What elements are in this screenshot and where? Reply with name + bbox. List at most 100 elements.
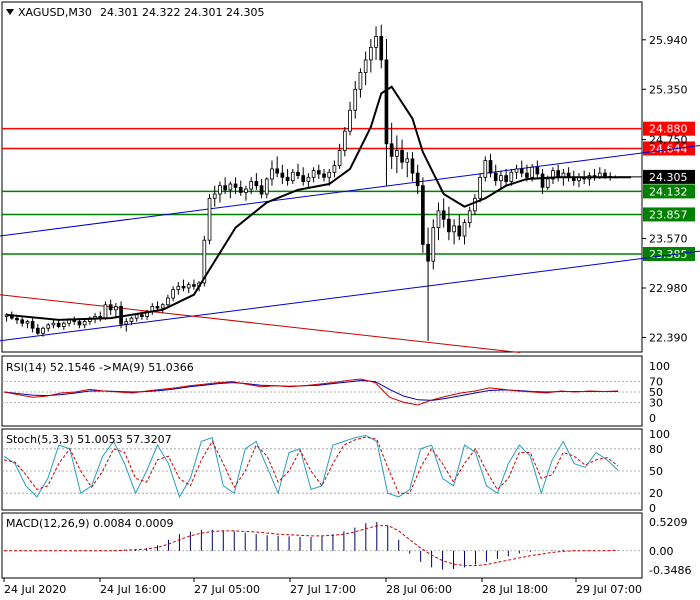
candle-body [103,304,108,319]
candle-body [415,172,420,187]
candle-body [290,171,295,182]
candle-body [306,176,311,182]
candle-body [296,171,300,177]
candle-body [202,239,207,284]
x-tick-label: 28 Jul 18:00 [482,583,548,596]
candle-body [395,150,399,157]
candle-body [238,186,243,193]
candle-body [358,72,363,90]
macd-label: MACD(12,26,9) 0.0084 0.0009 [6,517,174,530]
candle-body [436,210,441,229]
candle-body [488,160,493,174]
level-label-box [643,247,695,262]
candle-body [473,197,477,212]
osc-tick-label: 100 [649,360,670,373]
x-tick-label: 27 Jul 05:00 [194,583,260,596]
candle-body [108,304,113,311]
level-label: 23.857 [649,208,688,221]
x-tick-label: 27 Jul 17:00 [290,583,356,596]
macd-tick-label: 0.00 [649,545,674,558]
stoch-panel-frame [1,428,643,511]
candle-body [452,225,456,233]
osc-tick-label: 20 [649,487,663,500]
current-price-box [643,169,695,184]
candle-body [462,222,467,237]
candle-body [348,109,352,132]
x-tick-label: 28 Jul 06:00 [386,583,452,596]
moving-average: 24.305 [6,85,695,321]
candle-body [426,243,430,262]
y-tick-label: 22.390 [649,331,688,344]
osc-tick-label: 50 [649,386,663,399]
candle-body [233,183,238,188]
level-label-box [643,184,695,199]
candle-body [545,178,550,188]
candle-body [332,165,337,173]
candle-body [171,289,175,299]
candle-body [15,317,19,321]
collapse-triangle-icon[interactable] [6,9,14,15]
candle-body [124,321,129,325]
candle-body [249,181,253,190]
candle-body [41,327,45,334]
candle-body [285,176,290,182]
candle-body [327,171,332,178]
candle-body [369,46,373,61]
rsi-label: RSI(14) 52.1546 ->MA(9) 51.0366 [6,361,194,374]
candle-body [384,59,389,145]
x-tick-label: 24 Jul 2020 [4,583,66,596]
ma-line [6,85,632,321]
osc-tick-label: 50 [649,465,663,478]
candle-body [114,306,118,311]
candle-body [535,166,540,175]
candle-body [478,176,482,199]
current-price-label: 24.305 [649,171,688,184]
horizontal-levels: 24.880 24.644 24.132 23.857 23.385 [2,121,695,262]
candle-body [62,322,66,327]
macd-tick-label: -0.3486 [649,564,691,577]
candle-body [504,175,508,182]
candle-body [363,59,368,73]
osc-tick-label: 0 [649,412,656,425]
candle-body [311,170,316,178]
candle-body [556,170,560,178]
y-tick-label: 25.940 [649,34,688,47]
candle-body [603,172,607,177]
trendlines [0,144,700,354]
candle-body [421,185,425,245]
y-tick-label: 24.750 [649,134,688,147]
candle-body [499,175,503,182]
candle-body [275,168,280,174]
candle-body [410,158,415,174]
candle-body [519,168,524,174]
macd-panel: 0.5209 0.00 -0.3486 [2,516,691,577]
x-tick-label: 29 Jul 07:00 [576,583,642,596]
osc-tick-label: 70 [649,376,663,389]
candles [4,24,618,341]
macd-signal-line [4,524,619,567]
candle-body [389,143,394,157]
level-label: 24.644 [649,142,688,155]
candle-body [254,181,259,187]
level-label-box [643,207,695,222]
symbol-label: XAGUSD,M30 [18,6,92,19]
candle-body [316,170,321,175]
candle-body [353,88,358,111]
candle-body [82,321,87,326]
level-label: 24.880 [649,123,688,136]
candle-body [447,218,451,233]
candle-body [192,284,196,287]
candle-body [264,178,269,195]
trendline [0,144,700,237]
osc-tick-label: 80 [649,443,663,456]
candle-body [457,225,462,237]
candle-body [181,285,186,289]
x-axis: 24 Jul 2020 24 Jul 16:00 27 Jul 05:00 27 Ju… [3,578,642,596]
level-label-box [643,141,695,156]
rsi-line [3,378,619,406]
candle-body [30,321,35,329]
candle-body [337,150,342,166]
y-tick-label: 25.350 [649,83,688,96]
